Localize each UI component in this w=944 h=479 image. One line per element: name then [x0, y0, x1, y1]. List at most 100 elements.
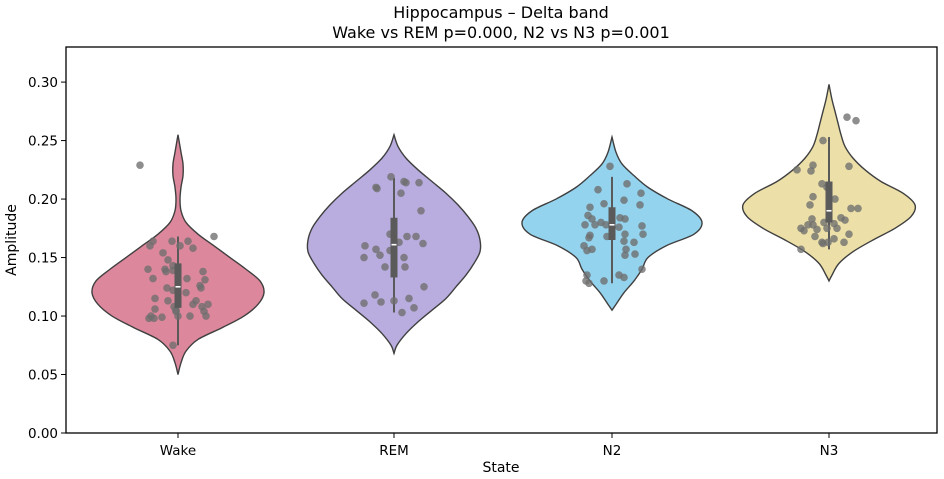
data-point [146, 242, 154, 250]
data-point [164, 256, 172, 264]
data-point [149, 274, 157, 283]
chart-subtitle: Wake vs REM p=0.000, N2 vs N3 p=0.001 [332, 23, 670, 42]
data-point [797, 245, 805, 254]
data-point [397, 189, 405, 198]
data-point [150, 314, 158, 323]
x-tick-label-n3: N3 [820, 443, 839, 459]
y-tick-label: 0.15 [28, 251, 58, 267]
data-point [639, 230, 647, 238]
data-point [151, 305, 159, 313]
data-point [585, 233, 593, 242]
y-tick-label: 0.30 [28, 75, 58, 91]
data-point [854, 204, 862, 213]
data-point [638, 265, 646, 274]
x-axis-label: State [482, 460, 519, 476]
data-point [847, 204, 855, 213]
iqr-box [825, 181, 833, 223]
data-point [163, 284, 171, 292]
data-point [184, 237, 192, 245]
data-point [586, 203, 594, 212]
data-point [833, 224, 841, 233]
y-axis-label: Amplitude [4, 204, 20, 276]
data-point [419, 239, 427, 248]
data-point [200, 307, 208, 316]
data-point [808, 215, 816, 223]
iqr-box [174, 263, 182, 308]
data-point [164, 297, 172, 305]
violin-n2 [521, 134, 703, 312]
data-point [417, 206, 425, 215]
data-point [186, 312, 194, 320]
data-point [600, 199, 608, 208]
data-point [176, 242, 184, 250]
data-point [162, 267, 170, 276]
data-point [800, 226, 808, 235]
data-point [621, 215, 629, 223]
chart-title: Hippocampus – Delta band [393, 3, 609, 22]
data-point [623, 180, 631, 188]
data-point [387, 173, 395, 181]
data-point [809, 192, 817, 201]
data-point [622, 245, 630, 254]
data-point [845, 230, 853, 238]
data-point [843, 113, 851, 121]
violins-layer [91, 84, 917, 375]
data-point [602, 220, 610, 229]
data-point [401, 263, 409, 271]
data-point [621, 230, 629, 238]
violin-n3 [741, 84, 917, 283]
x-axis: Wake REM N2 N3 [160, 433, 839, 459]
data-point [136, 161, 144, 169]
data-point [852, 116, 860, 125]
iqr-box [608, 207, 616, 240]
data-point [809, 161, 817, 169]
data-point [636, 201, 644, 209]
data-point [400, 253, 408, 262]
data-point [588, 245, 596, 254]
data-point [806, 201, 814, 209]
data-point [807, 167, 815, 175]
data-point [412, 232, 420, 241]
violin-wake [91, 134, 265, 375]
data-point [620, 273, 628, 282]
data-point [638, 222, 646, 230]
data-point [183, 274, 191, 283]
data-point [168, 237, 176, 245]
data-point [377, 298, 385, 306]
data-point [823, 224, 831, 233]
data-point [845, 162, 853, 171]
data-point [158, 313, 166, 322]
data-point [201, 275, 209, 284]
data-point [621, 251, 629, 260]
data-point [606, 162, 614, 171]
x-tick-label-wake: Wake [160, 443, 196, 459]
data-point [144, 265, 152, 274]
data-point [630, 238, 638, 247]
data-point [199, 267, 207, 276]
data-point [415, 178, 423, 187]
data-point [373, 184, 381, 193]
iqr-box [390, 217, 398, 278]
data-point [594, 185, 602, 194]
data-point [819, 239, 827, 248]
data-point [615, 223, 623, 231]
y-tick-label: 0.00 [28, 426, 58, 442]
data-point [600, 277, 608, 285]
data-point [819, 136, 827, 145]
y-tick-label: 0.20 [28, 192, 58, 208]
data-point [581, 220, 589, 229]
y-axis: 0.00 0.05 0.10 0.15 0.20 0.25 0.30 [28, 75, 66, 442]
data-point [159, 249, 167, 257]
plot-frame [65, 46, 938, 434]
data-point [381, 263, 389, 271]
data-point [841, 216, 849, 224]
y-tick-label: 0.25 [28, 134, 58, 150]
data-point [813, 225, 821, 234]
data-point [585, 279, 593, 288]
data-point [361, 242, 369, 250]
data-point [172, 306, 180, 314]
data-point [371, 291, 379, 299]
data-point [372, 245, 380, 254]
data-point [410, 304, 418, 312]
